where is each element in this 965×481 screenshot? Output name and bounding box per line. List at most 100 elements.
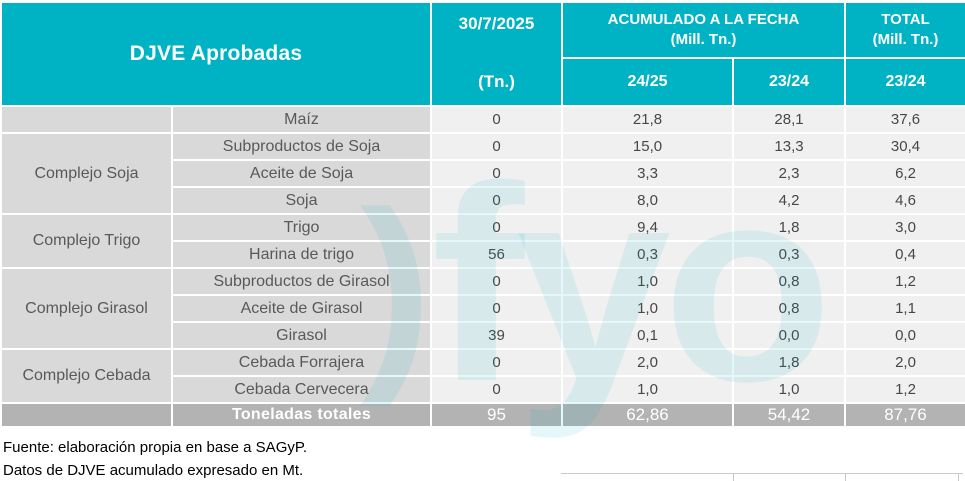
tn-cell: 0 bbox=[430, 186, 563, 215]
tn-cell: 0 bbox=[430, 294, 563, 323]
table-row-cebada-forrajera: Complejo Cebada Cebada Forrajera 0 2,0 1… bbox=[0, 348, 965, 404]
group-cell-complejo-cebada: Complejo Cebada bbox=[0, 348, 173, 404]
total-title: TOTAL bbox=[881, 10, 930, 28]
acum-2425-cell: 1,0 bbox=[561, 294, 734, 323]
column-header-date: 30/7/2025 (Tn.) bbox=[430, 1, 563, 107]
acumulado-title: ACUMULADO A LA FECHA bbox=[607, 10, 800, 28]
tn-cell: 0 bbox=[430, 375, 563, 404]
unit-note-line: Datos de DJVE acumulado expresado en Mt. bbox=[3, 461, 304, 479]
column-header-season-2324: 23/24 bbox=[732, 57, 846, 107]
source-line: Fuente: elaboración propia en base a SAG… bbox=[3, 439, 308, 456]
column-header-total-2324: 23/24 bbox=[844, 57, 965, 107]
product-cell: Subproductos de Soja bbox=[171, 132, 432, 161]
acum-2425-cell: 0,3 bbox=[561, 240, 734, 269]
group-cell-complejo-soja: Complejo Soja bbox=[0, 132, 173, 215]
total-2324-cell: 0,4 bbox=[844, 240, 965, 269]
acum-2425-cell: 2,0 bbox=[561, 348, 734, 377]
total-2324-cell: 2,0 bbox=[844, 348, 965, 377]
table-row-soja: Soja 0 8,0 4,2 4,6 bbox=[1, 186, 965, 215]
product-cell: Subproductos de Girasol bbox=[171, 267, 432, 296]
total-2324-cell: 6,2 bbox=[844, 159, 965, 188]
group-cell-complejo-girasol: Complejo Girasol bbox=[0, 267, 173, 350]
tn-cell: 0 bbox=[430, 159, 563, 188]
header-date-unit: (Tn.) bbox=[478, 72, 515, 91]
total-2324-cell: 1,1 bbox=[844, 294, 965, 323]
table-row-totals: Toneladas totales 95 62,86 54,42 87,76 bbox=[0, 402, 965, 428]
product-cell: Girasol bbox=[171, 321, 432, 350]
group-cell-complejo-trigo: Complejo Trigo bbox=[0, 213, 173, 269]
product-cell: Aceite de Soja bbox=[171, 159, 432, 188]
spreadsheet-gridline-horizontal bbox=[561, 473, 963, 474]
table-row-harina-trigo: Harina de trigo 56 0,3 0,3 0,4 bbox=[1, 240, 965, 269]
acum-2324-cell: 1,0 bbox=[732, 375, 846, 404]
acum-2324-cell: 0,0 bbox=[732, 321, 846, 350]
column-header-total: TOTAL (Mill. Tn.) bbox=[844, 0, 965, 60]
column-header-acumulado: ACUMULADO A LA FECHA (Mill. Tn.) bbox=[561, 0, 846, 60]
column-header-season-2425: 24/25 bbox=[561, 57, 734, 107]
acum-2425-cell: 1,0 bbox=[561, 267, 734, 296]
total-2324-cell: 0,0 bbox=[844, 321, 965, 350]
acum-2324-cell: 1,8 bbox=[732, 348, 846, 377]
source-note: Fuente: elaboración propia en base a SAG… bbox=[3, 437, 307, 481]
totals-total-2324-cell: 87,76 bbox=[844, 402, 965, 428]
total-2324-cell: 4,6 bbox=[844, 186, 965, 215]
spreadsheet-gridline-vertical bbox=[733, 473, 734, 481]
table-row-aceite-soja: Aceite de Soja 0 3,3 2,3 6,2 bbox=[1, 159, 965, 188]
acum-2425-cell: 15,0 bbox=[561, 132, 734, 161]
product-cell: Trigo bbox=[171, 213, 432, 242]
totals-acum-2324-cell: 54,42 bbox=[732, 402, 846, 428]
total-2324-cell: 1,2 bbox=[844, 267, 965, 296]
tn-cell: 0 bbox=[430, 348, 563, 377]
table-title: DJVE Aprobadas bbox=[0, 1, 432, 107]
total-2324-cell: 30,4 bbox=[844, 132, 965, 161]
acum-2324-cell: 1,8 bbox=[732, 213, 846, 242]
totals-group-cell bbox=[0, 402, 173, 428]
acum-2425-cell: 9,4 bbox=[561, 213, 734, 242]
totals-label: Toneladas totales bbox=[171, 402, 432, 428]
acum-2324-cell: 13,3 bbox=[732, 132, 846, 161]
tn-cell: 39 bbox=[430, 321, 563, 350]
acum-2324-cell: 4,2 bbox=[732, 186, 846, 215]
header-date: 30/7/2025 bbox=[458, 14, 535, 33]
product-cell: Cebada Cervecera bbox=[171, 375, 432, 404]
acum-2425-cell: 21,8 bbox=[561, 105, 734, 134]
acum-2324-cell: 0,8 bbox=[732, 267, 846, 296]
acum-2425-cell: 1,0 bbox=[561, 375, 734, 404]
table-row-cebada-cervecera: Cebada Cervecera 0 1,0 1,0 1,2 bbox=[1, 375, 965, 404]
product-cell: Cebada Forrajera bbox=[171, 348, 432, 377]
total-2324-cell: 1,2 bbox=[844, 375, 965, 404]
table-row-maiz: Maíz 0 21,8 28,1 37,6 bbox=[0, 105, 965, 134]
acum-2425-cell: 8,0 bbox=[561, 186, 734, 215]
tn-cell: 0 bbox=[430, 267, 563, 296]
table-row-subproductos-soja: Complejo Soja Subproductos de Soja 0 15,… bbox=[0, 132, 965, 215]
acum-2324-cell: 0,3 bbox=[732, 240, 846, 269]
product-cell: Maíz bbox=[171, 105, 432, 134]
tn-cell: 0 bbox=[430, 213, 563, 242]
product-cell: Harina de trigo bbox=[171, 240, 432, 269]
tn-cell: 56 bbox=[430, 240, 563, 269]
acum-2425-cell: 3,3 bbox=[561, 159, 734, 188]
table-row-girasol: Girasol 39 0,1 0,0 0,0 bbox=[1, 321, 965, 350]
total-unit: (Mill. Tn.) bbox=[872, 31, 939, 49]
acum-2324-cell: 2,3 bbox=[732, 159, 846, 188]
table-row-trigo: Complejo Trigo Trigo 0 9,4 1,8 3,0 bbox=[0, 213, 965, 269]
acum-2425-cell: 0,1 bbox=[561, 321, 734, 350]
tn-cell: 0 bbox=[430, 132, 563, 161]
spreadsheet-gridline-vertical bbox=[845, 473, 846, 481]
table-row-aceite-girasol: Aceite de Girasol 0 1,0 0,8 1,1 bbox=[1, 294, 965, 323]
totals-tn-cell: 95 bbox=[430, 402, 563, 428]
total-2324-cell: 3,0 bbox=[844, 213, 965, 242]
product-cell: Soja bbox=[171, 186, 432, 215]
djve-aprobadas-table: DJVE Aprobadas 30/7/2025 (Tn.) ACUMULADO… bbox=[0, 0, 965, 428]
group-cell-empty bbox=[0, 105, 173, 134]
tn-cell: 0 bbox=[430, 105, 563, 134]
table-row-subproductos-girasol: Complejo Girasol Subproductos de Girasol… bbox=[0, 267, 965, 350]
product-cell: Aceite de Girasol bbox=[171, 294, 432, 323]
total-2324-cell: 37,6 bbox=[844, 105, 965, 134]
totals-acum-2425-cell: 62,86 bbox=[561, 402, 734, 428]
acum-2324-cell: 28,1 bbox=[732, 105, 846, 134]
acum-2324-cell: 0,8 bbox=[732, 294, 846, 323]
spreadsheet-gridline-vertical bbox=[958, 473, 959, 481]
acumulado-unit: (Mill. Tn.) bbox=[670, 31, 737, 49]
